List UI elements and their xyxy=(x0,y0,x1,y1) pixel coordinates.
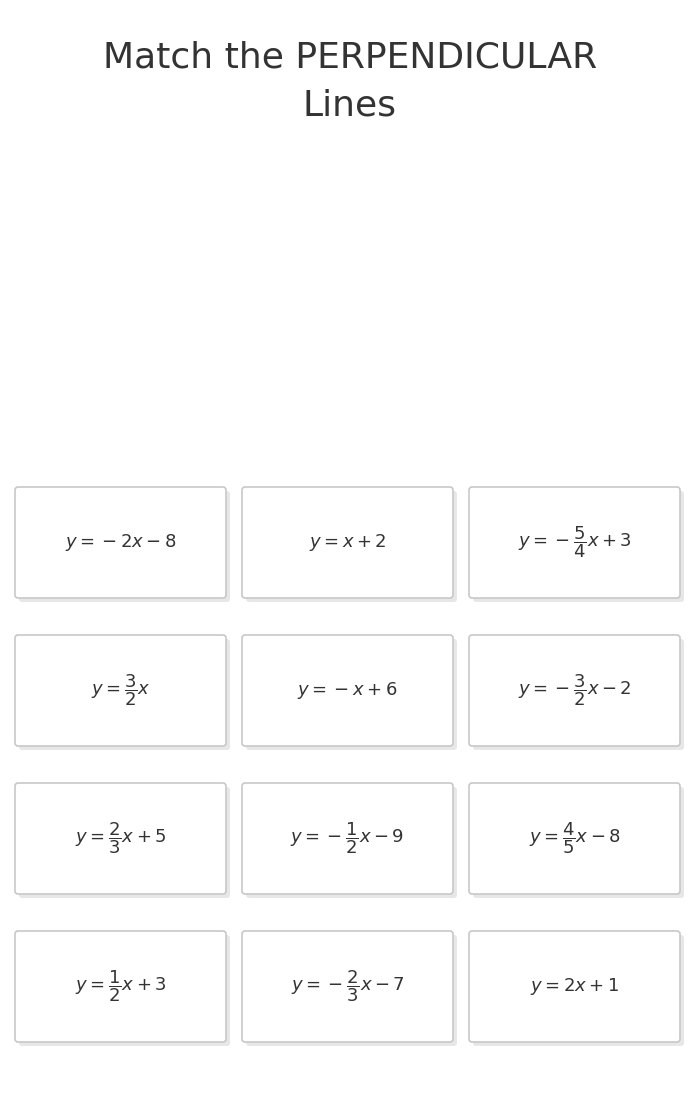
Text: $y = \dfrac{4}{5}x - 8$: $y = \dfrac{4}{5}x - 8$ xyxy=(528,820,620,856)
FancyBboxPatch shape xyxy=(19,935,230,1046)
Text: $y = -\dfrac{5}{4}x + 3$: $y = -\dfrac{5}{4}x + 3$ xyxy=(517,525,631,561)
FancyBboxPatch shape xyxy=(242,487,453,598)
FancyBboxPatch shape xyxy=(473,787,684,898)
FancyBboxPatch shape xyxy=(15,487,226,598)
Text: $y = -\dfrac{2}{3}x - 7$: $y = -\dfrac{2}{3}x - 7$ xyxy=(290,969,405,1005)
FancyBboxPatch shape xyxy=(469,635,680,746)
Text: $y = x + 2$: $y = x + 2$ xyxy=(309,532,386,553)
FancyBboxPatch shape xyxy=(246,491,457,602)
FancyBboxPatch shape xyxy=(473,639,684,750)
FancyBboxPatch shape xyxy=(246,787,457,898)
FancyBboxPatch shape xyxy=(19,639,230,750)
FancyBboxPatch shape xyxy=(469,931,680,1042)
FancyBboxPatch shape xyxy=(246,935,457,1046)
FancyBboxPatch shape xyxy=(19,787,230,898)
Text: $y = -\dfrac{3}{2}x - 2$: $y = -\dfrac{3}{2}x - 2$ xyxy=(518,673,631,708)
FancyBboxPatch shape xyxy=(242,931,453,1042)
Text: $y = -x + 6$: $y = -x + 6$ xyxy=(298,680,398,702)
Text: $y = -\dfrac{1}{2}x - 9$: $y = -\dfrac{1}{2}x - 9$ xyxy=(290,820,405,856)
FancyBboxPatch shape xyxy=(15,635,226,746)
FancyBboxPatch shape xyxy=(473,935,684,1046)
FancyBboxPatch shape xyxy=(473,491,684,602)
FancyBboxPatch shape xyxy=(19,491,230,602)
FancyBboxPatch shape xyxy=(469,783,680,894)
Text: Lines: Lines xyxy=(303,88,397,122)
Text: Match the PERPENDICULAR: Match the PERPENDICULAR xyxy=(103,40,597,74)
Text: $y = \dfrac{2}{3}x + 5$: $y = \dfrac{2}{3}x + 5$ xyxy=(75,820,167,856)
FancyBboxPatch shape xyxy=(246,639,457,750)
FancyBboxPatch shape xyxy=(15,783,226,894)
Text: $y = \dfrac{3}{2}x$: $y = \dfrac{3}{2}x$ xyxy=(90,673,150,708)
Text: $y = -2x - 8$: $y = -2x - 8$ xyxy=(64,532,176,553)
Text: $y = 2x + 1$: $y = 2x + 1$ xyxy=(530,976,619,997)
FancyBboxPatch shape xyxy=(469,487,680,598)
FancyBboxPatch shape xyxy=(242,783,453,894)
FancyBboxPatch shape xyxy=(15,931,226,1042)
FancyBboxPatch shape xyxy=(242,635,453,746)
Text: $y = \dfrac{1}{2}x + 3$: $y = \dfrac{1}{2}x + 3$ xyxy=(75,969,167,1005)
